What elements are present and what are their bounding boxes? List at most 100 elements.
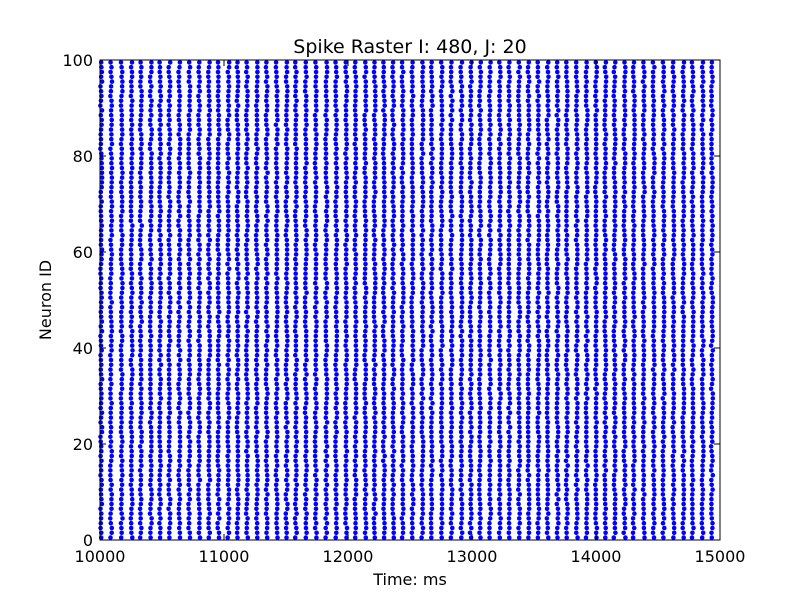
spike-point [478,352,484,358]
spike-point [245,165,250,171]
spike-point [176,199,181,204]
spike-point [507,156,513,161]
spike-point [333,472,338,478]
spike-point [448,74,454,80]
spike-point [468,285,473,291]
spike-point [149,213,154,219]
spike-point [450,88,455,94]
spike-point [245,271,250,276]
spike-point [334,415,340,420]
spike-point [167,208,172,214]
spike-point [264,352,269,358]
spike-point [254,180,260,185]
spike-point [263,376,269,382]
spike-point [225,223,231,228]
spike-point [573,396,579,401]
spike-point [419,405,425,411]
spike-point [410,256,416,262]
spike-point [390,108,395,113]
spike-point [390,362,395,368]
spike-point [197,357,202,363]
spike-point [363,424,369,430]
spike-point [352,194,358,200]
spike-point [554,343,560,348]
spike-point [516,93,521,99]
spike-point [263,112,269,118]
spike-point [344,285,349,291]
spike-point [564,194,569,200]
spike-point [410,381,416,387]
spike-point [390,223,396,228]
spike-point [274,477,280,483]
spike-point [186,472,192,478]
spike-point [362,448,368,454]
spike-point [344,348,349,353]
spike-point [399,463,405,468]
spike-point [216,141,221,147]
spike-point [487,415,493,420]
spike-point [517,242,522,248]
spike-point [166,492,172,497]
spike-point [428,463,434,468]
spike-point [390,232,396,238]
spike-point [284,458,290,464]
spike-point [323,468,329,473]
spike-point [565,328,570,334]
spike-point [323,170,329,176]
spike-point [244,338,250,344]
spike-point [158,285,163,291]
spike-point [158,501,163,507]
spike-point [401,256,406,262]
spike-point [506,256,512,262]
spike-point [244,276,249,281]
spike-point [487,487,493,492]
spike-point [226,280,231,286]
spike-point [428,189,434,195]
spike-point [459,434,464,440]
spike-point [381,482,387,488]
spike-point [477,165,482,171]
spike-point [344,93,349,99]
spike-point [344,122,349,128]
spike-point [535,84,540,89]
spike-point [430,372,435,377]
spike-point [419,208,425,214]
spike-point [324,511,330,516]
spike-point [449,319,455,324]
spike-point [235,333,241,339]
spike-point [313,247,318,252]
spike-point [516,266,522,272]
spike-point [273,482,279,488]
spike-point [343,396,349,401]
spike-point [535,88,540,94]
spike-point [574,343,579,348]
spike-point [137,520,143,526]
spike-point [458,127,464,132]
spike-point [469,79,474,84]
spike-point [468,487,474,492]
spike-point [158,352,163,358]
spike-point [556,496,561,502]
spike-point [506,237,512,243]
spike-point [352,295,358,300]
spike-point [459,199,465,204]
spike-point [487,535,492,540]
spike-point [487,516,493,521]
spike-point [207,439,212,444]
spike-point [274,280,280,286]
spike-point [409,362,415,368]
spike-point [400,439,405,444]
spike-point [363,136,368,142]
spike-point [564,338,570,344]
spike-point [410,376,416,382]
spike-point [354,319,359,324]
spike-point [120,516,125,521]
spike-point [372,280,378,286]
spike-point [333,160,339,166]
spike-point [573,444,579,449]
spike-point [275,88,280,94]
spike-point [468,501,473,507]
spike-point [448,376,454,382]
spike-point [244,324,249,329]
spike-point [128,93,134,99]
